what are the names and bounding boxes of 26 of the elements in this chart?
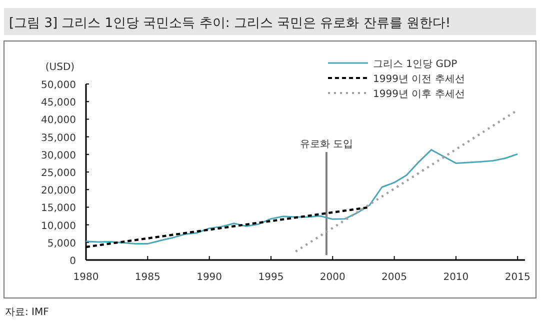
x-tick-label: 1980	[73, 272, 99, 283]
y-tick-label: 40,000	[41, 115, 76, 126]
y-tick-label: 5,000	[47, 238, 76, 250]
y-tick-label: 35,000	[41, 132, 76, 144]
y-tick-label: 20,000	[41, 186, 76, 197]
chart-title: [그림 3] 그리스 1인당 국민소득 추이: 그리스 국민은 유로화 잔류를 원한다!	[9, 16, 451, 31]
y-tick-label: 25,000	[41, 168, 76, 179]
x-tick-label: 2000	[320, 272, 346, 283]
legend-label: 그리스 1인당 GDP	[373, 59, 458, 70]
legend-label: 1999년 이전 추세선	[373, 74, 465, 85]
ref-line-label: 유로화 도입	[300, 139, 354, 150]
x-tick-label: 1990	[196, 272, 222, 283]
legend-label: 1999년 이후 추세선	[373, 89, 465, 100]
x-tick-label: 1985	[134, 272, 160, 283]
y-tick-label: 50,000	[41, 80, 76, 91]
y-tick-label: 30,000	[41, 150, 76, 162]
y-tick-label: 10,000	[41, 220, 76, 232]
y-tick-label: 0	[70, 256, 76, 267]
x-tick-label: 1995	[258, 272, 284, 283]
y-axis-title: (USD)	[45, 62, 75, 73]
y-tick-label: 45,000	[41, 98, 76, 109]
x-tick-label: 2010	[443, 272, 469, 283]
y-tick-label: 15,000	[41, 203, 76, 214]
x-tick-label: 2005	[382, 272, 408, 283]
x-tick-label: 2015	[504, 272, 530, 283]
text: 자료: IMF	[5, 307, 50, 318]
